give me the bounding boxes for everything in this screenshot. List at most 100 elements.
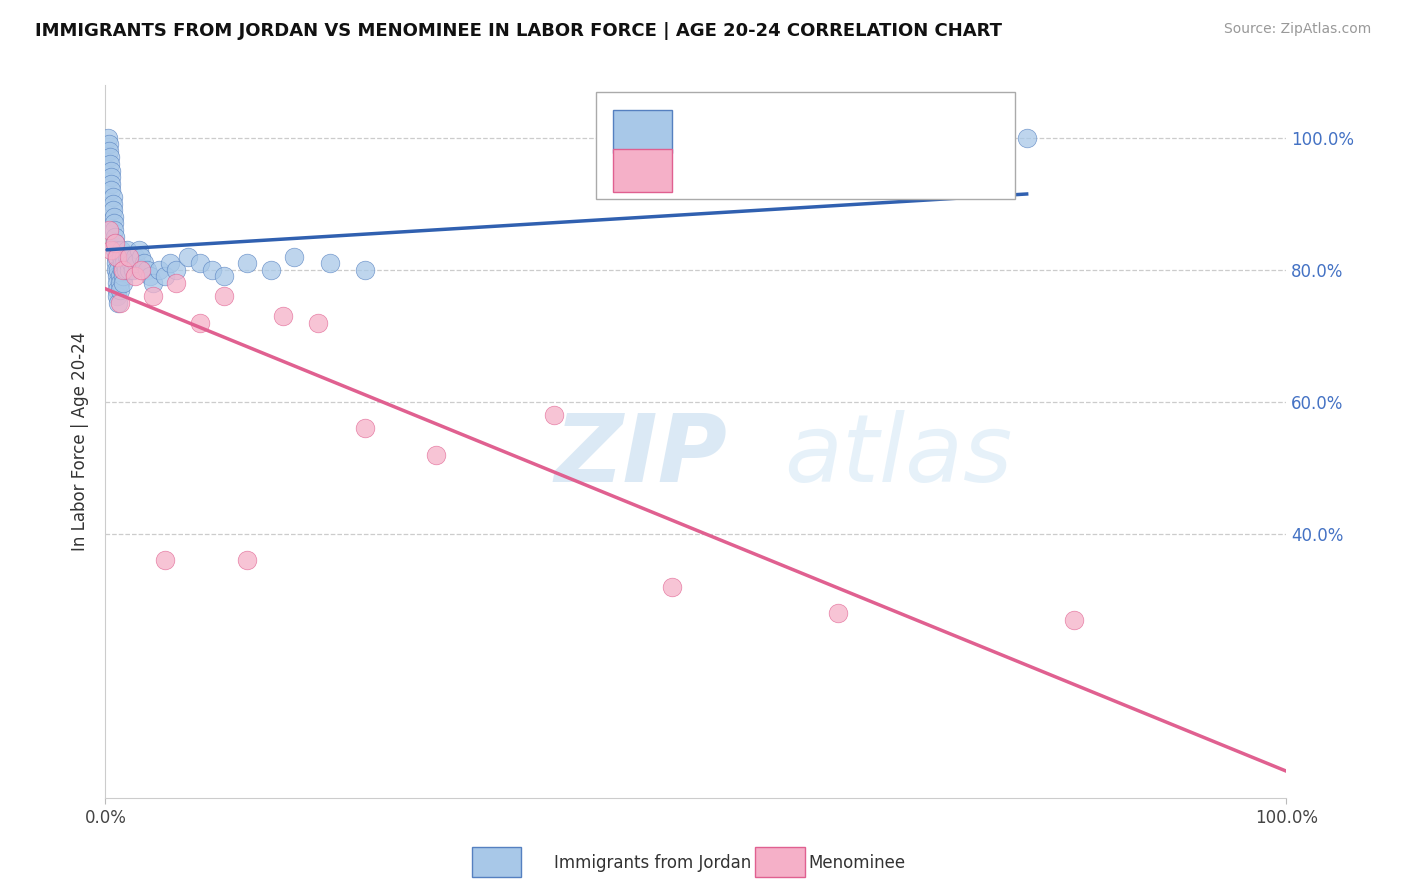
Point	[177, 250, 200, 264]
Point	[153, 553, 176, 567]
Point	[103, 217, 125, 231]
Point	[110, 250, 132, 264]
Text: R =  0.348   N = 68: R = 0.348 N = 68	[688, 122, 863, 140]
Point	[139, 269, 162, 284]
Point	[115, 243, 138, 257]
Point	[112, 250, 135, 264]
Point	[117, 256, 139, 270]
FancyBboxPatch shape	[613, 110, 672, 153]
Point	[105, 276, 128, 290]
Point	[661, 580, 683, 594]
Point	[134, 256, 156, 270]
Point	[271, 309, 294, 323]
Point	[100, 170, 122, 185]
Point	[98, 157, 121, 171]
Point	[307, 316, 329, 330]
Point	[135, 262, 157, 277]
FancyBboxPatch shape	[755, 847, 804, 877]
Text: Source: ZipAtlas.com: Source: ZipAtlas.com	[1223, 22, 1371, 37]
Point	[114, 262, 136, 277]
Point	[115, 250, 138, 264]
Point	[124, 269, 146, 284]
Point	[188, 316, 211, 330]
Point	[108, 283, 131, 297]
Point	[98, 144, 121, 158]
Point	[354, 262, 377, 277]
Point	[100, 177, 122, 191]
Point	[188, 256, 211, 270]
Point	[124, 250, 146, 264]
Point	[153, 269, 176, 284]
Point	[98, 150, 121, 164]
Point	[142, 276, 165, 290]
Point	[425, 448, 447, 462]
Point	[1015, 130, 1038, 145]
Point	[105, 289, 128, 303]
Point	[212, 269, 235, 284]
Point	[319, 256, 342, 270]
Point	[97, 130, 120, 145]
Point	[108, 269, 131, 284]
Text: IMMIGRANTS FROM JORDAN VS MENOMINEE IN LABOR FORCE | AGE 20-24 CORRELATION CHART: IMMIGRANTS FROM JORDAN VS MENOMINEE IN L…	[35, 22, 1002, 40]
Point	[543, 408, 565, 422]
Point	[112, 256, 135, 270]
Point	[105, 283, 128, 297]
Text: ZIP: ZIP	[554, 409, 727, 502]
Point	[129, 250, 152, 264]
Point	[103, 210, 125, 224]
Point	[827, 607, 849, 621]
Text: atlas: atlas	[785, 410, 1012, 501]
Point	[142, 289, 165, 303]
Point	[108, 295, 131, 310]
Point	[165, 262, 187, 277]
Point	[105, 256, 128, 270]
Point	[118, 262, 141, 277]
Point	[100, 163, 122, 178]
Text: R = -0.56  N = 23: R = -0.56 N = 23	[688, 161, 848, 179]
Point	[148, 262, 170, 277]
Point	[105, 250, 128, 264]
Point	[105, 262, 128, 277]
Point	[104, 236, 127, 251]
Point	[104, 229, 127, 244]
FancyBboxPatch shape	[471, 847, 522, 877]
Point	[128, 243, 150, 257]
Point	[118, 250, 141, 264]
Y-axis label: In Labor Force | Age 20-24: In Labor Force | Age 20-24	[72, 332, 90, 551]
Point	[100, 243, 122, 257]
Point	[129, 262, 152, 277]
Point	[111, 262, 134, 277]
Point	[110, 243, 132, 257]
Point	[283, 250, 305, 264]
Point	[260, 262, 283, 277]
Point	[105, 250, 128, 264]
Point	[103, 223, 125, 237]
Point	[101, 196, 124, 211]
Point	[107, 295, 129, 310]
Point	[101, 190, 124, 204]
Point	[112, 269, 135, 284]
Point	[201, 262, 224, 277]
Point	[121, 262, 143, 277]
Point	[112, 276, 135, 290]
Point	[212, 289, 235, 303]
Text: Immigrants from Jordan: Immigrants from Jordan	[554, 854, 751, 871]
Point	[120, 250, 142, 264]
Point	[107, 262, 129, 277]
Point	[111, 256, 134, 270]
Point	[159, 256, 181, 270]
Point	[1063, 613, 1085, 627]
Text: Menominee: Menominee	[808, 854, 905, 871]
FancyBboxPatch shape	[596, 92, 1015, 199]
Point	[125, 256, 148, 270]
Point	[98, 137, 121, 152]
Point	[165, 276, 187, 290]
Point	[104, 243, 127, 257]
Point	[105, 269, 128, 284]
Point	[236, 256, 259, 270]
Point	[236, 553, 259, 567]
FancyBboxPatch shape	[613, 149, 672, 192]
Point	[112, 262, 135, 277]
Point	[104, 236, 127, 251]
Point	[354, 421, 377, 435]
